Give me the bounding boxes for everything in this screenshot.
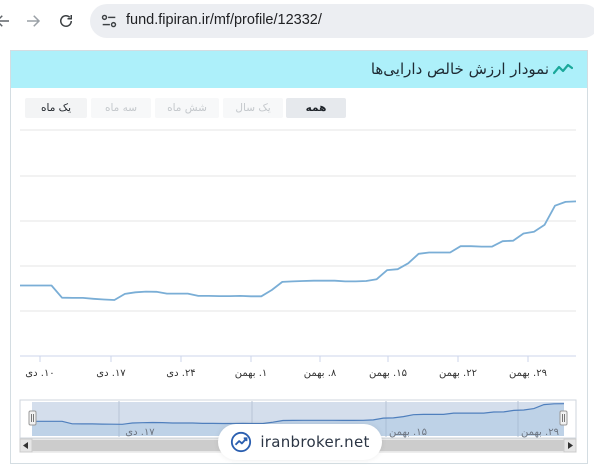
chart-trend-icon — [231, 431, 252, 453]
navigator-label: ۱۵. بهمن — [389, 427, 427, 438]
watermark-badge: iranbroker.net — [218, 424, 382, 460]
range-3m-button[interactable]: سه ماه — [91, 98, 151, 118]
forward-arrow-icon[interactable] — [20, 8, 46, 34]
navigator-line — [32, 403, 565, 425]
x-tick-label: ۱۰. دی — [25, 368, 54, 379]
navigator-area — [32, 403, 564, 436]
scroll-right-arrow-icon — [568, 442, 573, 449]
site-info-icon[interactable] — [100, 12, 118, 30]
range-6m-button[interactable]: شش ماه — [155, 98, 219, 118]
x-tick-label: ۱۵. بهمن — [369, 368, 407, 379]
navigator-right-handle[interactable] — [559, 410, 568, 426]
watermark-text: iranbroker.net — [260, 433, 370, 451]
range-1m-button[interactable]: یک ماه — [25, 98, 87, 118]
x-tick-label: ۱۷. دی — [96, 368, 126, 379]
url-text: fund.fipiran.ir/mf/profile/12332/ — [126, 12, 322, 28]
back-arrow-icon[interactable] — [0, 8, 16, 34]
nav-chart-panel: نمودار ارزش خالص دارایی‌ها همه یک سال شش… — [10, 50, 588, 464]
x-tick-label: ۲۴. دی — [166, 368, 195, 379]
navigator-label: ۲۹. بهمن — [521, 427, 559, 438]
navigator-grid — [118, 401, 519, 437]
address-bar[interactable]: fund.fipiran.ir/mf/profile/12332/ — [90, 4, 594, 38]
x-tick-label: ۲۹. بهمن — [509, 368, 547, 379]
browser-toolbar: fund.fipiran.ir/mf/profile/12332/ — [0, 0, 594, 44]
trend-line-icon — [553, 63, 573, 75]
panel-header: نمودار ارزش خالص دارایی‌ها — [11, 51, 587, 88]
navigator-labels: ۱۷. دی ۱۵. بهمن ۲۹. بهمن — [125, 427, 559, 438]
panel-title: نمودار ارزش خالص دارایی‌ها — [370, 60, 549, 78]
x-tick-label: ۱. بهمن — [235, 368, 268, 379]
navigator-label: ۱۷. دی — [125, 427, 155, 438]
reload-icon[interactable] — [53, 8, 79, 34]
nav-series-line — [20, 200, 577, 301]
x-axis: ۱۰. دی ۱۷. دی ۲۴. دی ۱. بهمن ۸. بهمن ۱۵. بهمن… — [20, 355, 576, 379]
range-1y-button[interactable]: یک سال — [223, 98, 283, 118]
range-all-button[interactable]: همه — [286, 98, 346, 118]
navigator-left-handle[interactable] — [28, 410, 37, 426]
scroll-left-arrow-icon — [23, 442, 28, 449]
chart-grid — [20, 129, 576, 312]
x-tick-label: ۲۲. بهمن — [439, 368, 477, 379]
x-tick-label: ۸. بهمن — [304, 368, 337, 379]
